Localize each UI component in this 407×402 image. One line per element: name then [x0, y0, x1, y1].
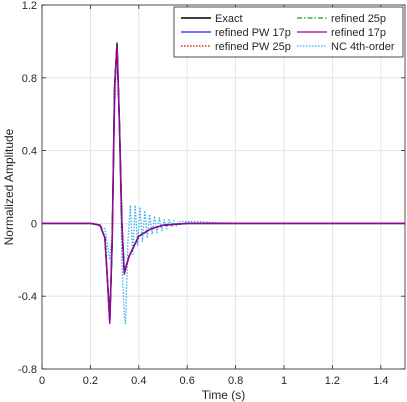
- legend-entry-label: refined 25p: [331, 13, 386, 25]
- y-tick-label: 0: [31, 218, 37, 230]
- series-lines: [42, 42, 405, 325]
- x-axis-label: Time (s): [202, 388, 246, 402]
- y-tick-label: 0.8: [22, 73, 37, 85]
- legend: Exact refined 25p refined PW 17p refined 17…: [173, 6, 404, 58]
- y-tick-label: 0.4: [22, 146, 37, 158]
- legend-entry-label: NC 4th-order: [331, 41, 395, 53]
- series-line-refined-25p: [42, 42, 405, 323]
- series-line-exact: [42, 42, 405, 323]
- x-tick-label: 0: [39, 375, 45, 387]
- legend-entry-label: refined PW 17p: [215, 27, 291, 39]
- y-axis-label: Normalized Amplitude: [2, 128, 16, 245]
- legend-entry-label: refined 17p: [331, 27, 386, 39]
- x-tick-label: 0.2: [83, 375, 98, 387]
- x-tick-label: 1: [281, 375, 287, 387]
- x-tick-label: 0.8: [228, 375, 243, 387]
- x-tick-label: 0.4: [131, 375, 146, 387]
- legend-entry-label: refined PW 25p: [215, 41, 291, 53]
- grid: [41, 4, 405, 370]
- plot-frame: [41, 4, 406, 370]
- x-tick-label: 0.6: [180, 375, 195, 387]
- series-line-refined-pw-17p: [42, 42, 405, 323]
- x-tick-label: 1.4: [373, 375, 388, 387]
- y-tick-label: -0.4: [18, 291, 37, 303]
- series-line-refined-pw-25p: [42, 42, 405, 323]
- series-line-nc-4th-order: [42, 44, 405, 325]
- y-tick-label: -0.8: [18, 364, 37, 376]
- y-tick-label: 1.2: [22, 0, 37, 12]
- legend-box: [173, 6, 404, 58]
- axis-ticks: 0 0.2 0.4 0.6 0.8 1 1.2 1.4 -0.8 -0.4 0 0.4 0.8 1.2: [18, 0, 405, 387]
- legend-entry-label: Exact: [215, 13, 243, 25]
- series-line-refined-17p: [42, 44, 405, 325]
- x-tick-label: 1.2: [325, 375, 340, 387]
